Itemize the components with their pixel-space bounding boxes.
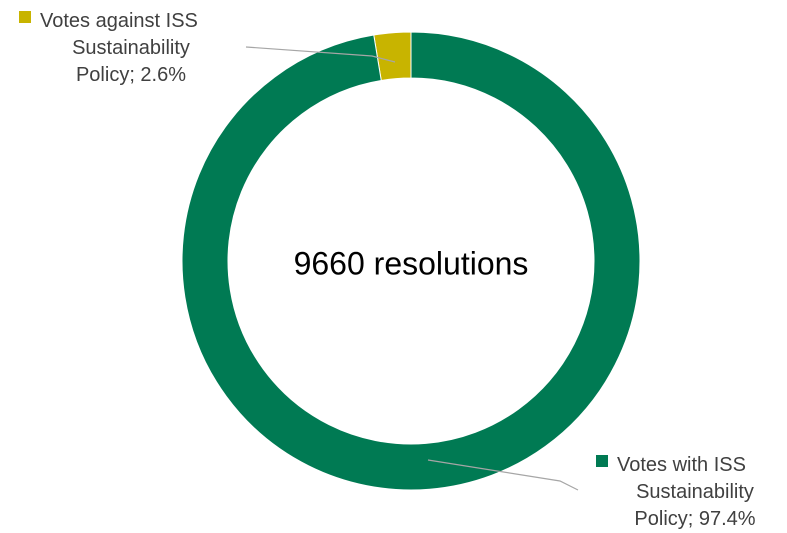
label-votes-with-line-1: Votes with ISS [617, 454, 746, 476]
leader-line-votes-with [427, 459, 579, 491]
center-label: 9660 resolutions [294, 245, 529, 281]
label-votes-against-line-2: Sustainability [72, 37, 190, 59]
label-votes-with-line-2: Sustainability [636, 481, 754, 503]
leader-line-votes-against [245, 46, 396, 63]
label-votes-with: Votes with ISS Sustainability Policy; 97.4… [596, 454, 756, 530]
labels-layer: Votes against ISS Sustainability Policy; 2… [19, 10, 756, 530]
leader-lines-layer [245, 46, 579, 491]
label-votes-against-key [19, 11, 31, 23]
label-votes-with-key [596, 455, 608, 467]
slices-layer [181, 31, 641, 491]
slice-votes-with [181, 31, 641, 491]
label-votes-against-line-1: Votes against ISS [40, 10, 198, 32]
label-votes-against-line-3: Policy; 2.6% [76, 64, 186, 86]
label-votes-against: Votes against ISS Sustainability Policy; 2… [19, 10, 198, 86]
label-votes-with-line-3: Policy; 97.4% [634, 508, 755, 530]
